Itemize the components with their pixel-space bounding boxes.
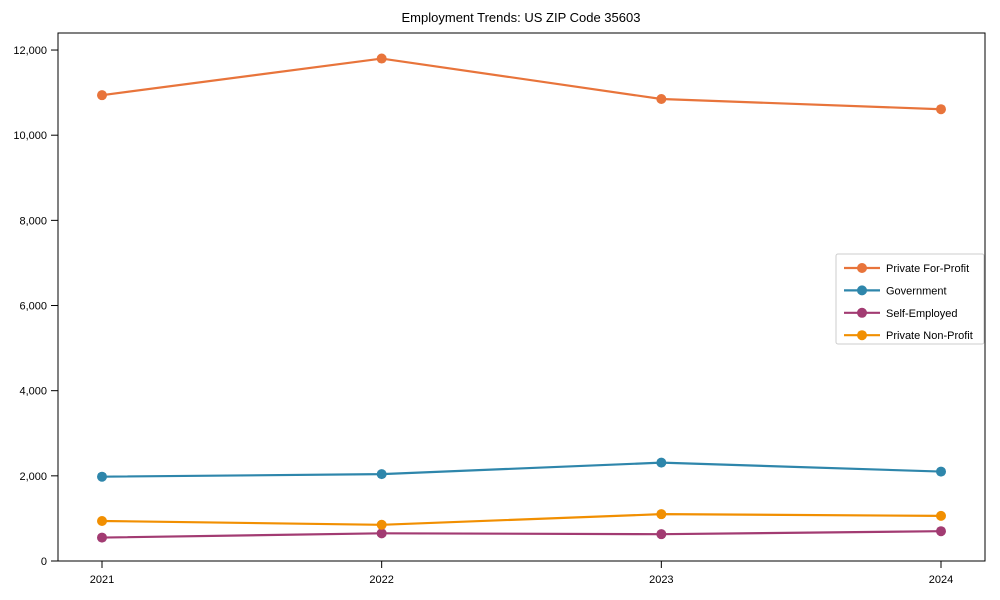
data-point-private-non-profit [376,519,387,530]
data-point-private-for-profit [656,94,667,104]
data-point-government [656,457,667,468]
data-point-government [936,466,946,477]
legend-label-government: Government [886,285,947,297]
y-axis-tick-label: 4,000 [19,386,47,398]
legend [835,253,985,345]
x-axis-tick-label: 2021 [90,574,114,586]
series-line-private-non-profit [101,513,942,526]
plot-group: 0 2,000 4,000 6,000 8,000 10,000 12,000 2021 202… [13,32,986,586]
legend-label-self-employed: Self-Employed [886,308,958,320]
legend-marker-government [857,285,867,296]
x-axis-tick-label: 2022 [369,574,393,586]
chart-title: Employment Trends: US ZIP Code 35603 [402,10,641,25]
data-point-government [97,471,107,482]
x-axis-tick-label: 2024 [929,574,953,586]
y-axis-tick-label: 2,000 [19,471,47,483]
y-axis-tick-label: 6,000 [19,301,47,313]
legend-marker-private-non-profit [857,330,867,341]
y-axis-tick-label: 10,000 [13,130,47,142]
data-point-private-non-profit [97,515,107,526]
data-point-private-for-profit [936,104,946,115]
data-point-private-non-profit [656,509,667,520]
data-point-self-employed [656,529,667,540]
data-point-self-employed [97,532,107,543]
plot-area [57,32,986,562]
data-point-self-employed [936,526,946,537]
y-axis-tick-label: 8,000 [19,215,47,227]
data-point-government [376,469,387,480]
series-line-government [101,461,942,478]
data-point-self-employed [376,528,387,539]
legend-label-private-for-profit: Private For-Profit [886,263,969,275]
y-axis-tick-label: 12,000 [13,45,47,57]
data-point-private-non-profit [936,510,946,521]
series-line-self-employed [101,530,942,539]
data-point-private-for-profit [97,90,107,101]
series-line-private-for-profit [101,57,942,111]
legend-marker-self-employed [857,307,867,318]
x-axis-tick-label: 2023 [649,574,673,586]
legend-marker-private-for-profit [857,263,867,273]
y-axis-tick-label: 0 [41,556,47,568]
legend-label-private-non-profit: Private Non-Profit [886,330,973,342]
data-point-private-for-profit [376,53,387,64]
